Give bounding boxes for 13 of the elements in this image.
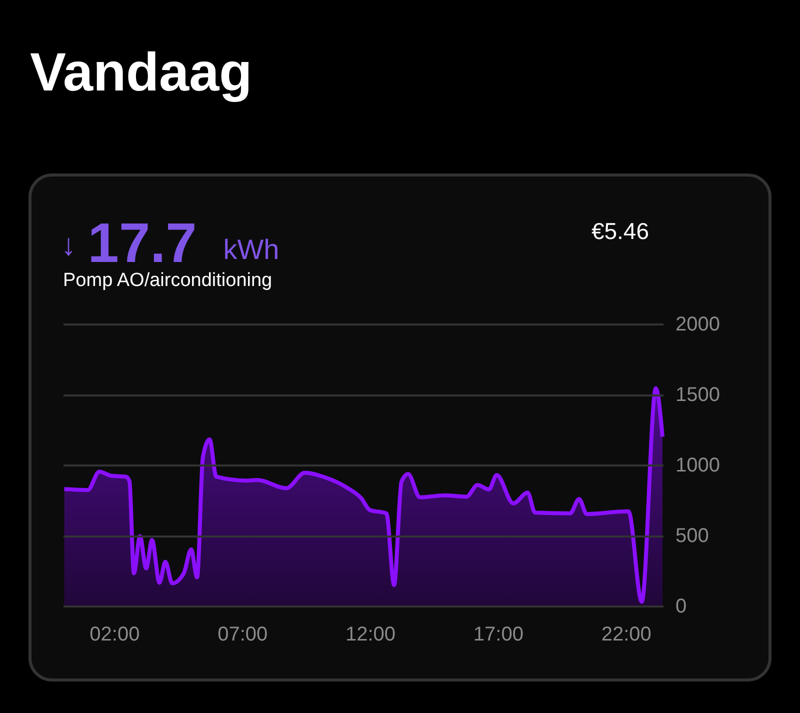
x-tick-label: 07:00 (218, 624, 268, 646)
y-tick-label: 1000 (676, 454, 720, 476)
x-tick-label: 02:00 (90, 624, 140, 646)
x-tick-label: 12:00 (346, 624, 396, 646)
chart-title: Vandaag (30, 42, 252, 102)
x-tick-label: 22:00 (601, 624, 652, 646)
x-tick-label: 17:00 (473, 624, 524, 646)
chart-subtitle: Pomp AO/airconditioning (63, 270, 272, 291)
y-tick-label: 1500 (676, 384, 720, 406)
y-tick-label: 500 (676, 525, 709, 547)
text: €5.46 (591, 218, 649, 244)
y-tick-label: 2000 (676, 314, 720, 336)
y-tick-label: 0 (676, 596, 687, 618)
